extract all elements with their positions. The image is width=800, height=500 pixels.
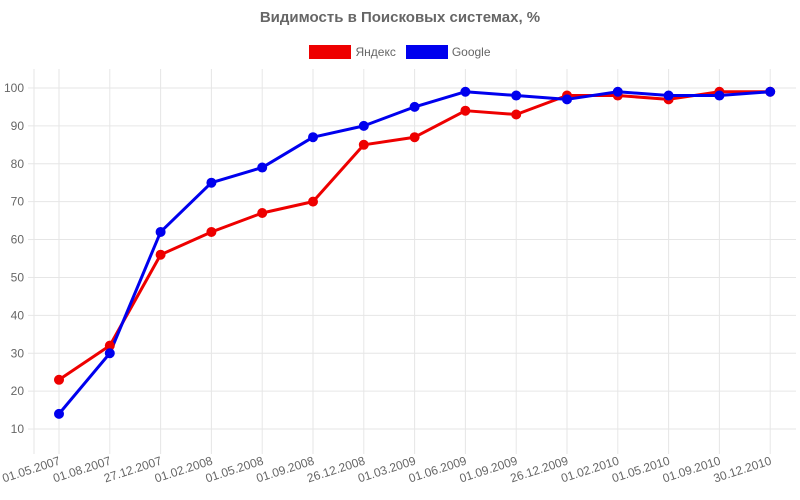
y-tick-label: 40 xyxy=(11,308,25,322)
data-point-google xyxy=(358,120,369,131)
legend-label-google: Google xyxy=(451,45,491,59)
data-point-google xyxy=(54,408,64,419)
chart-title: Видимость в Поисковых системах, % xyxy=(259,9,541,26)
x-tick-label: 01.06.2009 xyxy=(407,453,469,485)
y-tick-label: 100 xyxy=(4,81,24,95)
data-point-google xyxy=(308,132,318,143)
data-point-google xyxy=(511,90,522,101)
data-point-google xyxy=(562,94,572,105)
x-tick-label: 01.05.2010 xyxy=(610,453,672,485)
y-tick-label: 10 xyxy=(11,422,25,436)
data-point-yandex xyxy=(206,226,217,237)
data-point-yandex xyxy=(460,105,471,116)
legend-item-google[interactable]: Google xyxy=(405,45,491,59)
data-point-yandex xyxy=(257,208,268,219)
x-tick-label: 01.05.2007 xyxy=(0,453,62,485)
legend-swatch-google xyxy=(405,45,448,59)
y-tick-label: 80 xyxy=(11,157,25,171)
legend-label-yandex: Яндекс xyxy=(355,45,396,59)
legend-swatch-yandex xyxy=(309,45,352,59)
x-tick-label: 01.05.2008 xyxy=(204,453,266,485)
x-tick-label: 01.08.2007 xyxy=(51,453,113,485)
y-tick-label: 70 xyxy=(11,195,25,209)
x-tick-label: 26.12.2008 xyxy=(305,453,367,485)
y-tick-label: 90 xyxy=(11,119,25,133)
data-point-google xyxy=(206,177,217,188)
data-point-google xyxy=(714,90,725,101)
data-point-yandex xyxy=(511,109,522,120)
x-tick-label: 01.09.2008 xyxy=(254,453,316,485)
data-point-google xyxy=(765,86,776,97)
data-point-google xyxy=(663,90,674,101)
x-tick-label: 27.12.2007 xyxy=(102,453,164,485)
data-point-google xyxy=(257,162,268,173)
x-tick-label: 01.02.2010 xyxy=(559,453,621,485)
legend-item-yandex[interactable]: Яндекс xyxy=(309,45,396,59)
y-tick-label: 50 xyxy=(11,270,25,284)
data-point-yandex xyxy=(308,196,318,207)
data-point-google xyxy=(104,348,115,359)
data-point-google xyxy=(409,101,420,112)
data-point-google xyxy=(460,86,471,97)
x-tick-label: 01.09.2009 xyxy=(458,453,520,485)
data-point-google xyxy=(612,86,623,97)
data-point-google xyxy=(155,226,166,237)
x-tick-label: 01.03.2009 xyxy=(356,453,418,485)
x-tick-label: 26.12.2009 xyxy=(508,453,570,485)
x-tick-label: 01.02.2008 xyxy=(153,453,215,485)
data-point-yandex xyxy=(155,249,166,260)
x-tick-label: 01.09.2010 xyxy=(661,453,723,485)
y-tick-label: 30 xyxy=(11,346,25,360)
data-point-yandex xyxy=(358,139,369,150)
y-tick-label: 60 xyxy=(11,233,25,247)
data-point-yandex xyxy=(409,132,420,143)
y-tick-label: 20 xyxy=(11,384,25,398)
legend: Яндекс Google xyxy=(0,45,800,59)
x-tick-label: 30.12.2010 xyxy=(712,453,774,485)
data-point-yandex xyxy=(54,374,64,385)
